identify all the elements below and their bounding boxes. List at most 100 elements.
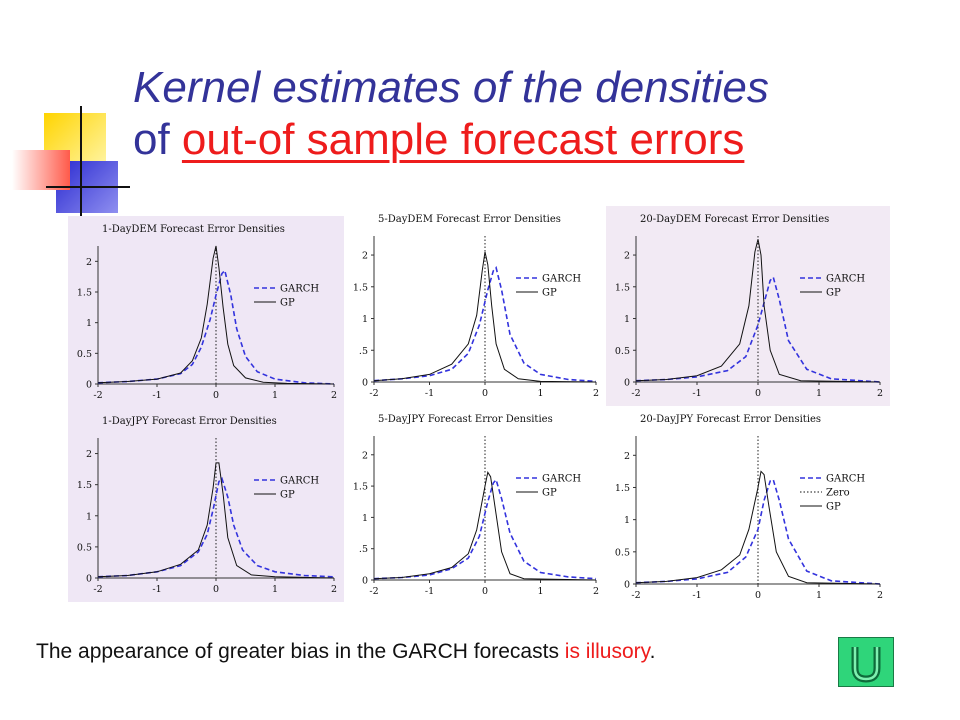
chart-svg-5-day-jpy: 5-DayJPY Forecast Error Densities 0 .5 1 1.5… [344,406,606,604]
x-tick-label: -2 [93,584,102,595]
chart-panel-1-day-dem: 1-DayDEM Forecast Error Densities 0 0.5 1 1.… [68,216,344,408]
y-tick-label: 0.5 [77,542,92,553]
y-tick-label: 1 [362,314,368,325]
series-line-garch [635,478,881,585]
y-tick-label: 1.5 [77,480,92,491]
x-tick-label: -2 [631,590,640,601]
y-tick-label: 1 [86,318,92,329]
title-line-2-prefix: of [133,115,182,164]
chart-svg-1-day-dem: 1-DayDEM Forecast Error Densities 0 0.5 1 1.… [68,216,344,408]
legend-label-gp: GP [542,288,557,299]
x-tick-label: 0 [482,586,488,597]
series-line-garch [373,478,597,580]
y-tick-label: 0 [86,574,92,585]
chart-svg-20-day-dem: 20-DayDEM Forecast Error Densities 0 0.5 1 1… [606,206,890,406]
x-tick-label: -2 [93,390,102,401]
legend-label-garch: GARCH [826,274,865,285]
x-tick-label: 0 [213,390,219,401]
series-line-gp [635,470,881,585]
series-line-garch [97,476,335,578]
x-tick-label: 2 [331,390,337,401]
y-tick-label: 0 [624,580,630,591]
x-tick-label: 1 [272,584,278,595]
slide-title: Kernel estimates of the densities of out-… [133,62,933,166]
legend-label-gp: GP [826,502,841,513]
series-line-garch [373,266,597,383]
series-line-garch [635,275,881,383]
x-tick-label: 1 [816,388,822,399]
y-tick-label: 0.5 [615,547,630,558]
x-tick-label: 2 [877,388,883,399]
chart-title: 1-DayDEM Forecast Error Densities [102,224,285,235]
x-tick-label: 2 [331,584,337,595]
y-tick-label: .5 [359,346,368,357]
x-tick-label: 0 [755,388,761,399]
legend-label-garch: GARCH [826,474,865,485]
series-line-gp [635,239,881,383]
x-tick-label: -1 [692,388,701,399]
x-tick-label: -1 [152,390,161,401]
return-nav-button[interactable] [838,637,894,687]
chart-title: 5-DayDEM Forecast Error Densities [378,214,561,225]
x-tick-label: -2 [369,586,378,597]
legend-label-garch: GARCH [280,476,319,487]
x-tick-label: 1 [272,390,278,401]
title-line-1: Kernel estimates of the densities [133,63,769,112]
x-tick-label: -2 [631,388,640,399]
y-tick-label: 0 [362,576,368,587]
y-tick-label: 2 [624,251,630,262]
y-tick-label: 1 [86,511,92,522]
series-line-gp [97,245,335,385]
x-tick-label: 1 [537,388,543,399]
x-tick-label: 0 [482,388,488,399]
y-tick-label: 0 [624,378,630,389]
y-tick-label: 0.5 [77,349,92,360]
y-tick-label: 1.5 [615,282,630,293]
y-tick-label: 2 [362,251,368,262]
x-tick-label: -1 [425,388,434,399]
u-turn-return-icon [851,647,881,683]
chart-title: 20-DayJPY Forecast Error Densities [640,414,821,425]
slide-caption: The appearance of greater bias in the GA… [36,640,655,664]
chart-svg-5-day-dem: 5-DayDEM Forecast Error Densities 0 .5 1 1.5… [344,206,606,406]
caption-text: The appearance of greater bias in the GA… [36,640,565,663]
y-tick-label: 1.5 [353,482,368,493]
y-tick-label: 1 [624,515,630,526]
y-tick-label: 2 [86,257,92,268]
legend-label-gp: GP [280,490,295,501]
series-line-gp [373,251,597,383]
legend-label-gp: GP [542,488,557,499]
y-tick-label: 0.5 [615,346,630,357]
x-tick-label: -1 [692,590,701,601]
title-line-2-highlight: out-of sample forecast errors [181,115,745,164]
x-tick-label: 1 [537,586,543,597]
chart-panel-20-day-jpy: 20-DayJPY Forecast Error Densities 0 0.5 1 1… [606,406,890,608]
decor-horizontal-line [46,186,130,188]
x-tick-label: 0 [213,584,219,595]
chart-panel-1-day-jpy: 1-DayJPY Forecast Error Densities 0 0.5 1 1.… [68,408,344,602]
x-tick-label: 2 [593,586,599,597]
y-tick-label: 1.5 [77,288,92,299]
x-tick-label: 2 [593,388,599,399]
legend-label-garch: GARCH [542,274,581,285]
legend-label-gp: GP [280,298,295,309]
chart-title: 1-DayJPY Forecast Error Densities [102,416,277,427]
legend-label-zero: Zero [826,488,850,499]
chart-panel-20-day-dem: 20-DayDEM Forecast Error Densities 0 0.5 1 1… [606,206,890,406]
legend-label-gp: GP [826,288,841,299]
series-line-gp [373,470,597,581]
y-tick-label: 2 [86,449,92,460]
x-tick-label: 2 [877,590,883,601]
y-tick-label: 1.5 [353,282,368,293]
series-line-gp [97,462,335,579]
y-tick-label: 1 [362,513,368,524]
x-tick-label: 0 [755,590,761,601]
chart-svg-1-day-jpy: 1-DayJPY Forecast Error Densities 0 0.5 1 1.… [68,408,344,602]
caption-period: . [649,640,656,663]
x-tick-label: -1 [152,584,161,595]
y-tick-label: 2 [362,450,368,461]
legend-label-garch: GARCH [542,474,581,485]
chart-title: 20-DayDEM Forecast Error Densities [640,214,829,225]
chart-panel-5-day-dem: 5-DayDEM Forecast Error Densities 0 .5 1 1.5… [344,206,606,406]
y-tick-label: 1 [624,314,630,325]
